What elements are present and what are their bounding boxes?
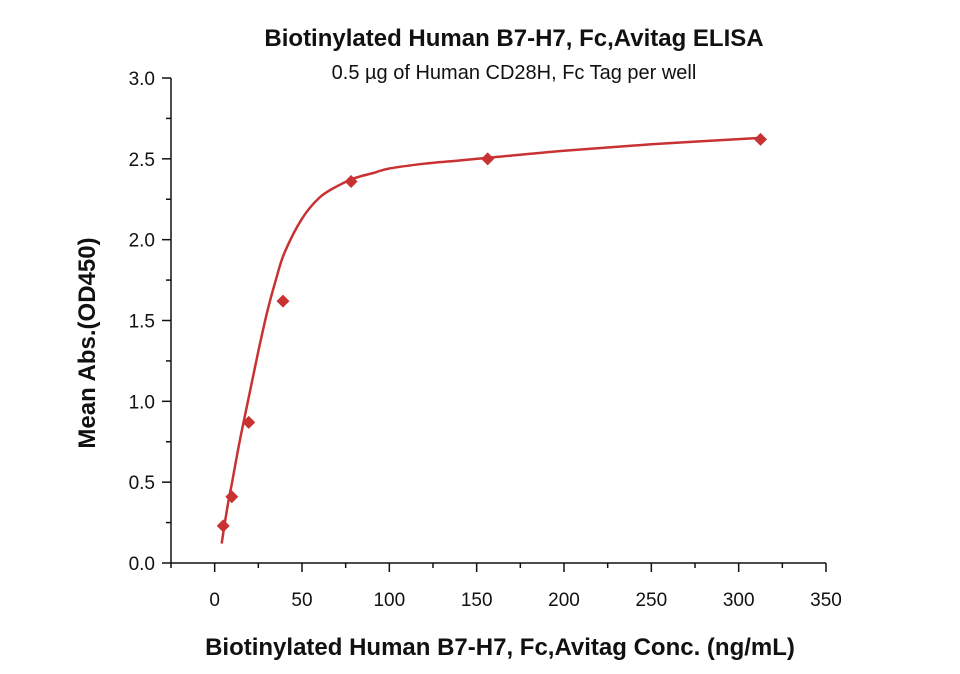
data-point bbox=[225, 490, 239, 504]
y-tick-label: 2.5 bbox=[129, 150, 155, 171]
x-tick-label: 50 bbox=[291, 590, 312, 611]
x-tick-label: 0 bbox=[209, 590, 220, 611]
chart-title: Biotinylated Human B7-H7, Fc,Avitag ELIS… bbox=[264, 25, 763, 52]
x-axis-title: Biotinylated Human B7-H7, Fc,Avitag Conc… bbox=[205, 634, 795, 661]
y-axis-ticks: 0.0 0.5 1.0 1.5 2.0 2.5 3.0 bbox=[129, 69, 171, 575]
x-tick-label: 150 bbox=[461, 590, 493, 611]
y-tick-label: 1.0 bbox=[129, 392, 155, 413]
data-point bbox=[344, 174, 358, 188]
fit-curve bbox=[220, 136, 761, 544]
y-axis-title: Mean Abs.(OD450) bbox=[74, 237, 101, 448]
data-points bbox=[216, 132, 767, 533]
x-tick-label: 250 bbox=[635, 590, 667, 611]
y-tick-label: 0.5 bbox=[129, 473, 155, 494]
data-point bbox=[276, 294, 290, 308]
data-point bbox=[481, 152, 495, 166]
y-tick-label: 3.0 bbox=[129, 69, 155, 90]
x-tick-label: 350 bbox=[810, 590, 842, 611]
y-tick-label: 0.0 bbox=[129, 554, 155, 575]
chart-subtitle: 0.5 µg of Human CD28H, Fc Tag per well bbox=[332, 62, 697, 84]
x-axis-ticks: 0 50 100 150 200 250 300 350 bbox=[170, 563, 842, 611]
data-point bbox=[242, 415, 256, 429]
y-tick-label: 1.5 bbox=[129, 312, 155, 333]
axes bbox=[170, 78, 826, 564]
x-tick-label: 200 bbox=[548, 590, 580, 611]
data-point bbox=[754, 132, 767, 146]
data-point bbox=[216, 519, 230, 533]
x-tick-label: 300 bbox=[723, 590, 755, 611]
x-tick-label: 100 bbox=[373, 590, 405, 611]
y-tick-label: 2.0 bbox=[129, 231, 155, 252]
fit-curve-group bbox=[220, 136, 761, 544]
